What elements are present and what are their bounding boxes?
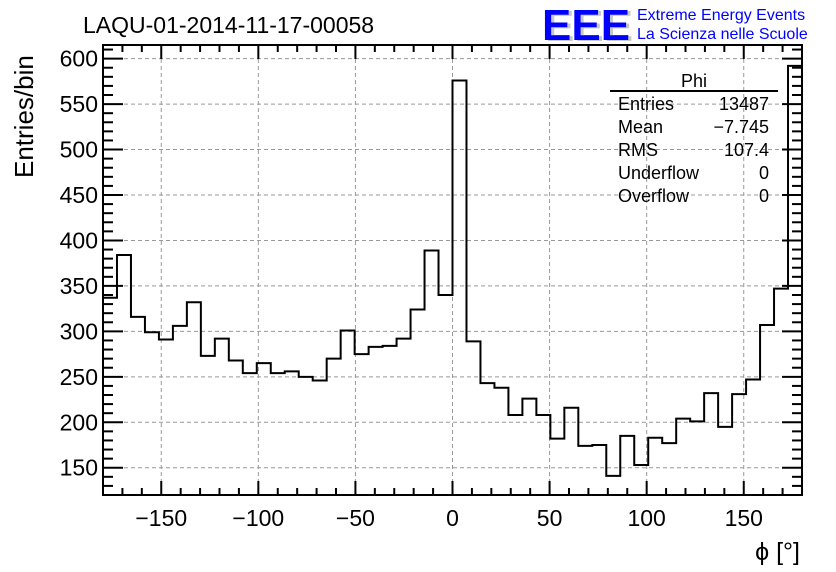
logo-line2: La Scienza nelle Scuole: [637, 26, 808, 43]
histogram-bin: [117, 255, 131, 495]
histogram-bin: [411, 310, 425, 495]
axis-ticks: [102, 45, 803, 495]
histogram-bin: [327, 359, 341, 495]
y-tick-label: 600: [60, 46, 98, 72]
histogram-bin: [229, 360, 243, 495]
stats-title: Phi: [681, 71, 707, 91]
x-tick-label: −50: [336, 505, 375, 531]
histogram-bin: [453, 80, 467, 495]
histogram-bin: [243, 373, 257, 495]
histogram-bin: [383, 346, 397, 495]
histogram-bin: [690, 421, 704, 495]
histogram-bin: [746, 380, 760, 495]
histogram-bin: [439, 295, 453, 495]
y-tick-label: 250: [60, 364, 98, 390]
x-tick-label: −100: [232, 505, 284, 531]
x-tick-label: 100: [627, 505, 665, 531]
stats-value: 0: [759, 186, 769, 206]
y-axis-label: Entries/bin: [9, 55, 39, 178]
stats-value: 107.4: [724, 140, 769, 160]
y-tick-label: 300: [60, 318, 98, 344]
y-tick-label: 500: [60, 137, 98, 163]
stats-label: Underflow: [618, 163, 700, 183]
histogram-bin: [173, 326, 187, 495]
histogram-bin: [522, 399, 536, 495]
histogram-bin: [760, 325, 774, 495]
stats-value: −7.745: [713, 117, 769, 137]
stats-label: RMS: [618, 140, 658, 160]
histogram-bin: [425, 250, 439, 495]
histogram-bin: [564, 408, 578, 495]
y-tick-labels: 150 200 250 300 350 400 450 500 550 600: [60, 46, 98, 481]
histogram-bin: [397, 339, 411, 495]
y-tick-label: 450: [60, 182, 98, 208]
histogram-bin: [648, 438, 662, 495]
histogram-bin: [662, 443, 676, 495]
histogram-bin: [145, 332, 159, 495]
histogram-bin: [271, 373, 285, 495]
y-tick-label: 550: [60, 91, 98, 117]
y-tick-label: 200: [60, 409, 98, 435]
stats-value: 0: [759, 163, 769, 183]
histogram-bin: [299, 377, 313, 495]
y-tick-label: 150: [60, 455, 98, 481]
histogram-bin: [578, 446, 592, 495]
histogram-bin: [508, 415, 522, 495]
histogram-bin: [285, 371, 299, 495]
eee-logo: EEE Extreme Energy Events La Scienza nel…: [542, 1, 808, 50]
stats-label: Overflow: [618, 186, 690, 206]
x-tick-label: 150: [725, 505, 763, 531]
histogram-bin: [718, 427, 732, 495]
histogram-bin: [550, 439, 564, 495]
histogram-bin: [704, 393, 718, 495]
histogram-bin: [355, 354, 369, 495]
histogram-bin: [676, 419, 690, 495]
x-axis-label: ϕ [°]: [755, 538, 800, 566]
histogram-bin: [215, 339, 229, 495]
histogram-bin: [131, 317, 145, 495]
histogram-bin: [341, 330, 355, 495]
histogram-bin: [103, 298, 117, 495]
stats-label: Mean: [618, 117, 663, 137]
stats-rows: Entries 13487 Mean −7.745 RMS 107.4 Underflow 0…: [618, 94, 769, 206]
histogram-bin: [480, 383, 494, 495]
histogram-step-line: [102, 64, 803, 495]
y-tick-label: 350: [60, 273, 98, 299]
histogram-bin: [536, 415, 550, 495]
chart-title: LAQU-01-2014-11-17-00058: [83, 12, 374, 38]
histogram-bin: [369, 347, 383, 495]
stats-value: 13487: [719, 94, 769, 114]
x-tick-label: −150: [135, 505, 187, 531]
x-tick-label: 0: [446, 505, 459, 531]
histogram-bin: [313, 380, 327, 495]
x-tick-labels: −150 −100 −50 0 50 100 150: [135, 505, 763, 531]
histogram-bin: [257, 363, 271, 495]
stats-label: Entries: [618, 94, 674, 114]
logo-line1: Extreme Energy Events: [637, 7, 805, 24]
y-tick-label: 400: [60, 227, 98, 253]
histogram-bin: [620, 436, 634, 495]
histogram-bin: [494, 388, 508, 495]
histogram-bin: [592, 445, 606, 495]
logo-mark: EEE: [542, 1, 630, 50]
histogram-bin: [774, 289, 788, 495]
x-tick-label: 50: [537, 505, 563, 531]
histogram-bin: [466, 341, 480, 495]
stats-box: Phi Entries 13487 Mean −7.745 RMS 107.4 Underf…: [610, 71, 778, 206]
